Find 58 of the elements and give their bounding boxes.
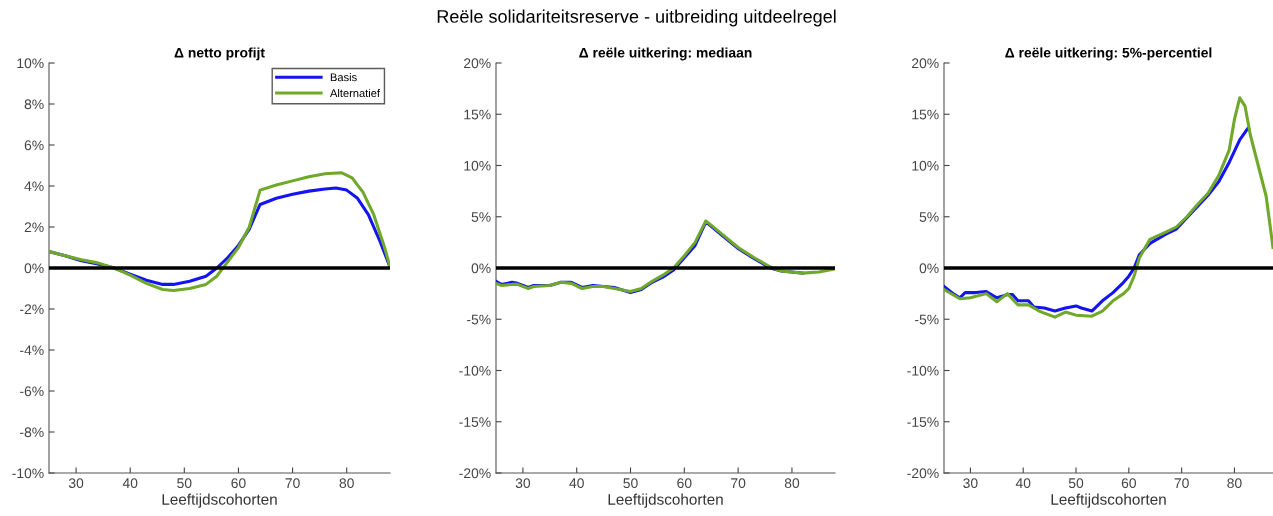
line-series (944, 96, 1273, 319)
x-tick-label: 80 (1227, 478, 1242, 489)
y-tick-label: 10% (17, 58, 44, 69)
y-tick-label: -10% (12, 468, 44, 479)
y-tick-label: 6% (24, 140, 44, 151)
chart-subtitle: Δ reële uitkering: 5%-percentiel (1005, 47, 1212, 61)
y-tick-label: 10% (912, 160, 939, 171)
line-series (49, 171, 390, 293)
y-tick-label: -20% (459, 468, 491, 479)
y-tick-label: 5% (471, 212, 491, 222)
y-tick-label: -6% (20, 386, 44, 397)
y-tick-label: -5% (467, 314, 491, 325)
y-tick-label: -4% (20, 345, 44, 356)
chart-subtitle: Δ reële uitkering: mediaan (579, 47, 752, 61)
y-tick-label: -10% (907, 365, 939, 376)
x-tick-label: 30 (963, 478, 978, 489)
x-tick-label: 50 (177, 478, 192, 489)
x-tick-label: 60 (231, 478, 246, 489)
y-tick-label: 2% (24, 222, 44, 233)
x-tick-label: 70 (731, 478, 746, 489)
y-tick-label: -5% (915, 314, 939, 325)
x-tick-label: 40 (122, 478, 138, 489)
y-tick-label: 8% (24, 99, 44, 110)
y-tick-label: -10% (459, 365, 491, 376)
y-tick-label: 5% (919, 212, 939, 222)
y-tick-label: 0% (919, 263, 939, 274)
x-tick-label: 60 (1121, 478, 1137, 489)
y-tick-label: -15% (907, 417, 939, 427)
x-axis-title: Leeftijdscohorten (608, 493, 723, 508)
y-tick-label: 0% (24, 263, 44, 274)
y-tick-label: 15% (912, 109, 939, 120)
y-tick-label: -8% (20, 427, 44, 438)
x-tick-label: 40 (569, 478, 584, 489)
x-tick-label: 30 (68, 478, 84, 489)
x-tick-label: 70 (285, 478, 300, 489)
y-tick-label: 4% (24, 181, 44, 192)
chart-subtitle: Δ netto profijt (174, 47, 265, 61)
x-tick-label: 60 (677, 478, 692, 489)
x-tick-label: 40 (1015, 478, 1031, 489)
x-tick-label: 70 (1174, 478, 1189, 489)
y-tick-label: 20% (464, 58, 491, 69)
y-tick-label: 20% (912, 58, 939, 69)
y-tick-label: 10% (464, 160, 491, 171)
y-tick-label: -2% (20, 304, 44, 315)
x-axis-title: Leeftijdscohorten (162, 493, 277, 508)
x-tick-label: 30 (515, 478, 531, 489)
x-tick-label: 50 (623, 478, 638, 489)
y-tick-label: -15% (459, 417, 491, 427)
y-tick-label: -20% (907, 468, 939, 479)
legend-label: Alternatief (330, 88, 381, 98)
x-tick-label: 80 (784, 478, 800, 489)
x-tick-label: 50 (1068, 478, 1084, 489)
y-tick-label: 15% (464, 109, 491, 120)
x-axis-title: Leeftijdscohorten (1051, 493, 1166, 508)
legend-label: Basis (330, 73, 357, 82)
x-tick-label: 80 (339, 478, 354, 489)
chart-title: Reële solidariteitsreserve - uitbreiding uitdeelregel (437, 9, 836, 27)
y-tick-label: 0% (471, 263, 491, 274)
